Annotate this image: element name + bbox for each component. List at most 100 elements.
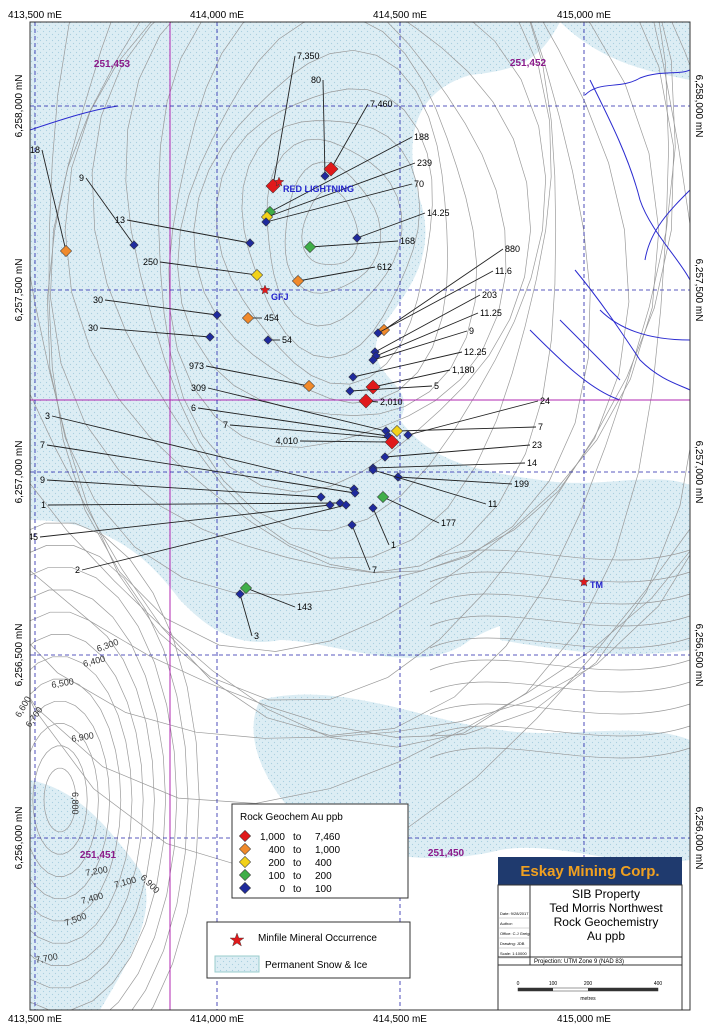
sample-marker [380, 452, 390, 462]
y-grid-label: 6,258,000 mN [14, 75, 25, 138]
sample-label: 2,010 [380, 397, 403, 407]
sample-marker [352, 233, 362, 243]
contour [48, 22, 660, 652]
sample-marker [303, 240, 317, 254]
contour-label: 6,800 [70, 792, 80, 815]
y-grid-label: 6,256,500 mN [693, 624, 704, 687]
legend-to: to [293, 871, 302, 882]
contour [429, 681, 690, 693]
contour [429, 615, 690, 627]
x-grid-label: 413,500 mE [8, 10, 62, 21]
sample-marker [205, 332, 215, 342]
sample-marker [368, 355, 378, 365]
sample-marker [368, 503, 378, 513]
scale-unit: metres [580, 996, 596, 1002]
sample-label: 612 [377, 262, 392, 272]
contour [30, 22, 690, 739]
contour [429, 549, 690, 561]
leader-line [349, 385, 433, 392]
contour-label: 6,500 [51, 676, 75, 690]
sample-marker [241, 311, 255, 325]
legend-snow: Permanent Snow & Ice [265, 960, 368, 971]
sample-label: 168 [400, 236, 415, 246]
legend-upper: 100 [315, 884, 332, 895]
minfile-star [259, 284, 271, 295]
sample-label: 7,460 [370, 99, 393, 109]
sample-label: 45 [28, 532, 38, 542]
contour [30, 700, 110, 900]
sample-label: 24 [540, 396, 550, 406]
title-field: Date: 9/28/2017 [500, 911, 529, 916]
minfile-star [273, 176, 285, 187]
leader-line [46, 444, 356, 494]
sample-label: 11.25 [480, 308, 502, 318]
legend-upper: 1,000 [315, 845, 340, 856]
legend-swatch [238, 842, 252, 856]
leader-line [239, 593, 253, 637]
leader-line [126, 219, 251, 244]
contour [30, 723, 99, 877]
contour [193, 49, 449, 404]
sample-marker [358, 393, 374, 409]
x-grid-label: 414,000 mE [190, 10, 244, 21]
title-field: Scale: 1:10000 [500, 951, 527, 956]
contour [30, 22, 690, 738]
sample-label: 7,350 [297, 51, 320, 61]
sample-marker [376, 490, 390, 504]
leader-line [330, 103, 369, 170]
sample-label: 3 [254, 631, 259, 641]
leader-line [46, 479, 322, 498]
symbol-legend: Minfile Mineral Occurrence Permanent Sno… [206, 921, 411, 979]
y-grid-label: 6,257,000 mN [693, 441, 704, 504]
y-grid-label: 6,257,000 mN [14, 441, 25, 504]
sample-marker [250, 268, 264, 282]
leader-line [322, 79, 326, 177]
sample-label: 11.6 [495, 266, 512, 276]
leader-line [377, 270, 494, 334]
leader-line [309, 240, 399, 248]
leader-line [41, 149, 67, 252]
legend-from: 0 [279, 884, 285, 895]
sample-marker [239, 581, 253, 595]
sample-label: 9 [469, 326, 474, 336]
sample-label: 9 [40, 475, 45, 485]
contour-label: 6,900 [71, 730, 95, 744]
sample-label: 6 [191, 403, 196, 413]
y-grid-label: 6,256,000 mN [693, 807, 704, 870]
leader-line [372, 507, 390, 546]
sample-label: 1,180 [452, 365, 475, 375]
legend-upper: 200 [315, 871, 332, 882]
contour [30, 22, 675, 701]
y-grid-label: 6,258,000 mN [693, 75, 704, 138]
y-grid-label: 6,257,500 mN [14, 259, 25, 322]
scale-tick: 100 [549, 981, 558, 987]
sample-marker [212, 310, 222, 320]
sample-label: 203 [482, 290, 497, 300]
leader-line [372, 462, 526, 469]
contour [32, 745, 88, 855]
leader-line [104, 299, 218, 316]
sample-marker [129, 240, 139, 250]
contour [30, 545, 189, 1010]
sample-marker [245, 238, 255, 248]
contour [429, 659, 690, 671]
sample-label: 143 [297, 602, 312, 612]
sample-label: 199 [514, 479, 529, 489]
contour [50, 22, 591, 574]
sample-marker [263, 335, 273, 345]
sample-label: 454 [264, 313, 279, 323]
sample-label: 14 [527, 458, 537, 468]
title-line: SIB Property [572, 887, 640, 901]
sample-marker [345, 386, 355, 396]
contour [284, 161, 381, 294]
y-grid-label: 6,256,500 mN [14, 624, 25, 687]
sample-label: 2 [75, 565, 80, 575]
leader-line [396, 426, 537, 432]
leader-line [265, 183, 413, 223]
contour [429, 593, 690, 605]
sample-label: 618 [25, 145, 40, 155]
sample-label: 309 [191, 383, 206, 393]
